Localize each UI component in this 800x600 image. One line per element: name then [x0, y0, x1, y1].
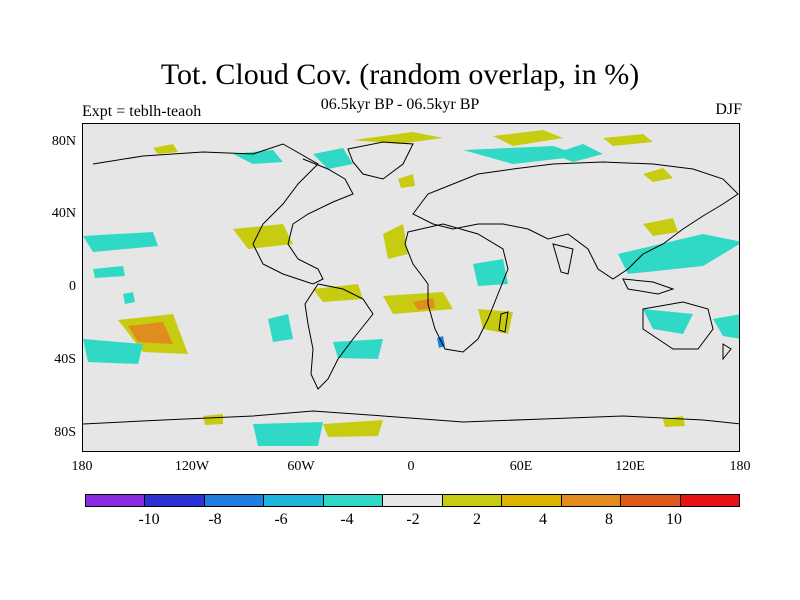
colorbar-swatch: [502, 495, 562, 506]
lat-label-40n: 40N: [51, 206, 76, 221]
season-label: DJF: [715, 101, 742, 118]
anomaly-patch: [413, 298, 435, 310]
lat-label-80s: 80S: [54, 425, 76, 440]
colorbar-swatch: [680, 495, 739, 506]
lon-label-120w: 120W: [174, 459, 210, 474]
anomaly-patch: [203, 414, 223, 425]
anomaly-patch: [313, 284, 363, 302]
anomaly-patch: [463, 146, 583, 164]
lon-label-60w: 60W: [287, 459, 315, 474]
experiment-label: Expt = teblh-teaoh: [82, 103, 202, 120]
anomaly-patch: [128, 322, 173, 344]
colorbar-swatch: [323, 495, 384, 506]
anomaly-patch: [713, 314, 739, 339]
world-map: [83, 130, 739, 446]
lat-label-40s: 40S: [54, 352, 76, 367]
anomaly-patches: [83, 130, 739, 446]
anomaly-patch: [353, 132, 443, 144]
anomaly-patch: [398, 174, 415, 188]
lon-label-60e: 60E: [509, 459, 533, 474]
colorbar-swatch: [442, 495, 503, 506]
colorbar-swatch: [145, 495, 205, 506]
anomaly-patch: [268, 314, 293, 342]
anomaly-patch: [643, 309, 693, 334]
anomaly-patch: [618, 234, 739, 274]
lon-label-120e: 120E: [615, 459, 645, 474]
anomaly-patch: [663, 416, 685, 427]
colorbar-swatch: [264, 495, 324, 506]
anomaly-patch: [93, 266, 125, 278]
colorbar-label: 10: [666, 511, 682, 528]
colorbar-swatch: [204, 495, 265, 506]
lon-label-180w: 180: [71, 459, 93, 474]
colorbar-swatch: [561, 495, 622, 506]
colorbar: [85, 494, 740, 507]
colorbar-swatch: [86, 495, 146, 506]
anomaly-patch: [603, 134, 653, 146]
colorbar-label: 2: [473, 511, 481, 528]
colorbar-label: -6: [274, 511, 288, 528]
anomaly-patch: [153, 144, 178, 154]
colorbar-label: 8: [605, 511, 613, 528]
colorbar-label: -8: [208, 511, 222, 528]
chart-subtitle: 06.5kyr BP - 06.5kyr BP: [320, 96, 480, 113]
anomaly-patch: [473, 259, 508, 286]
chart-title: Tot. Cloud Cov. (random overlap, in %): [160, 58, 640, 91]
anomaly-patch: [323, 420, 383, 437]
lon-label-180e: 180: [729, 459, 751, 474]
anomaly-patch: [83, 232, 158, 252]
anomaly-patch: [478, 309, 513, 334]
colorbar-label: -10: [138, 511, 160, 528]
anomaly-patch: [123, 292, 135, 304]
lon-label-0: 0: [407, 459, 415, 474]
anomaly-patch: [383, 224, 408, 259]
anomaly-patch: [333, 339, 383, 359]
colorbar-label: -2: [406, 511, 420, 528]
anomaly-patch: [83, 339, 143, 364]
anomaly-patch: [643, 218, 678, 236]
lat-label-80n: 80N: [51, 134, 76, 149]
anomaly-patch: [643, 168, 673, 182]
colorbar-label: -4: [340, 511, 354, 528]
map-panel: [82, 123, 740, 452]
anomaly-patch: [493, 130, 563, 146]
colorbar-swatch: [621, 495, 681, 506]
anomaly-patch: [233, 224, 293, 249]
lat-label-0: 0: [69, 279, 76, 294]
anomaly-patch: [313, 148, 353, 169]
anomaly-patch: [253, 422, 323, 446]
colorbar-label: 4: [539, 511, 547, 528]
colorbar-swatch: [383, 495, 443, 506]
anomaly-patch: [553, 144, 603, 162]
coastlines: [83, 141, 739, 425]
